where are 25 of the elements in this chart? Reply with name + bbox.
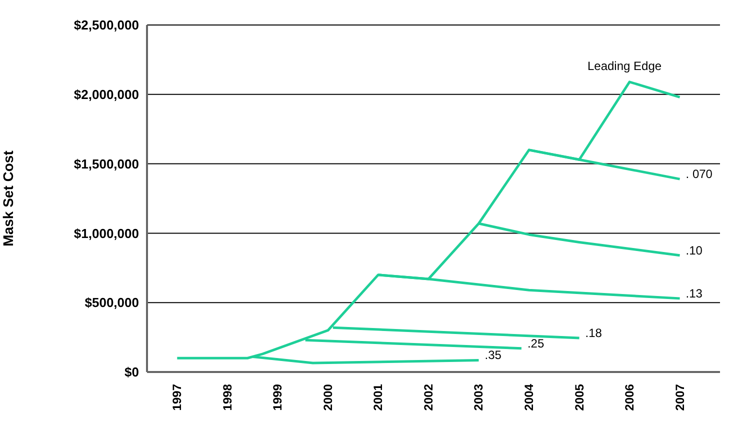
- x-tick-label: 2006: [622, 384, 637, 411]
- x-tick-label: 2001: [371, 384, 386, 411]
- series-label: Leading Edge: [587, 58, 662, 73]
- y-tick-label: $500,000: [84, 295, 139, 310]
- series-label: .13: [686, 286, 703, 300]
- y-axis-title: Mask Set Cost: [0, 150, 16, 246]
- series-label: .18: [585, 326, 602, 340]
- y-tick-label: $1,000,000: [74, 226, 139, 241]
- y-tick-label: $0: [124, 364, 139, 380]
- y-tick-label: $2,000,000: [74, 87, 139, 102]
- x-tick-label: 1997: [170, 384, 184, 411]
- x-tick-label: 2003: [472, 384, 486, 411]
- x-tick-label: 2007: [672, 384, 687, 411]
- series-label: .35: [484, 348, 502, 362]
- series-label: .10: [686, 243, 703, 258]
- y-tick-label: $1,500,000: [74, 156, 139, 172]
- series-label: . 070: [686, 167, 713, 182]
- y-tick-label: $2,500,000: [74, 18, 139, 33]
- x-tick-label: 2000: [320, 384, 335, 411]
- x-tick-label: 2004: [522, 384, 536, 411]
- series-label: .25: [527, 336, 544, 350]
- x-tick-label: 1999: [270, 384, 285, 411]
- x-tick-label: 2005: [572, 384, 586, 411]
- x-tick-label: 2002: [421, 384, 436, 411]
- x-tick-label: 1998: [220, 384, 234, 411]
